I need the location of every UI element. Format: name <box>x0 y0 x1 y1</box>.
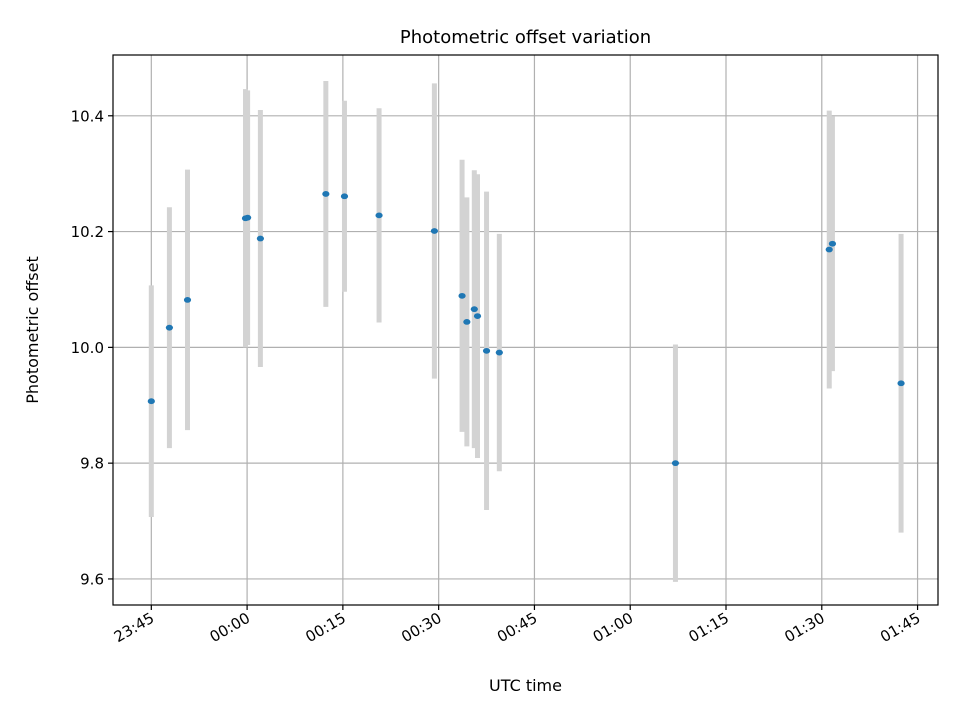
data-point <box>147 398 155 405</box>
y-axis-ticks: 9.6 9.8 10.0 10.2 10.4 <box>71 107 113 588</box>
data-point <box>495 349 503 356</box>
data-point <box>473 313 482 320</box>
data-point <box>430 228 439 234</box>
data-point <box>825 246 833 253</box>
y-axis-label: Photometric offset <box>23 256 42 404</box>
y-tick-label: 10.2 <box>71 223 104 241</box>
y-tick-label: 10.4 <box>71 107 104 125</box>
data-point <box>828 240 837 247</box>
y-tick-label: 10.0 <box>71 339 104 357</box>
y-tick-label: 9.6 <box>80 570 104 588</box>
data-point <box>183 296 192 303</box>
data-point <box>463 318 471 325</box>
x-axis-label: UTC time <box>489 676 562 695</box>
data-point <box>322 191 330 197</box>
chart-title: Photometric offset variation <box>400 27 651 48</box>
data-point <box>340 193 349 200</box>
data-point <box>375 212 383 219</box>
data-point <box>671 460 680 467</box>
data-point <box>897 380 905 387</box>
data-point <box>256 235 264 242</box>
y-tick-label: 9.8 <box>80 455 104 473</box>
plot-frame <box>112 54 939 606</box>
data-point <box>458 292 466 299</box>
data-point <box>244 214 252 221</box>
data-point <box>482 347 491 354</box>
data-point <box>165 324 174 331</box>
data-points <box>147 191 905 467</box>
data-point <box>470 306 478 313</box>
